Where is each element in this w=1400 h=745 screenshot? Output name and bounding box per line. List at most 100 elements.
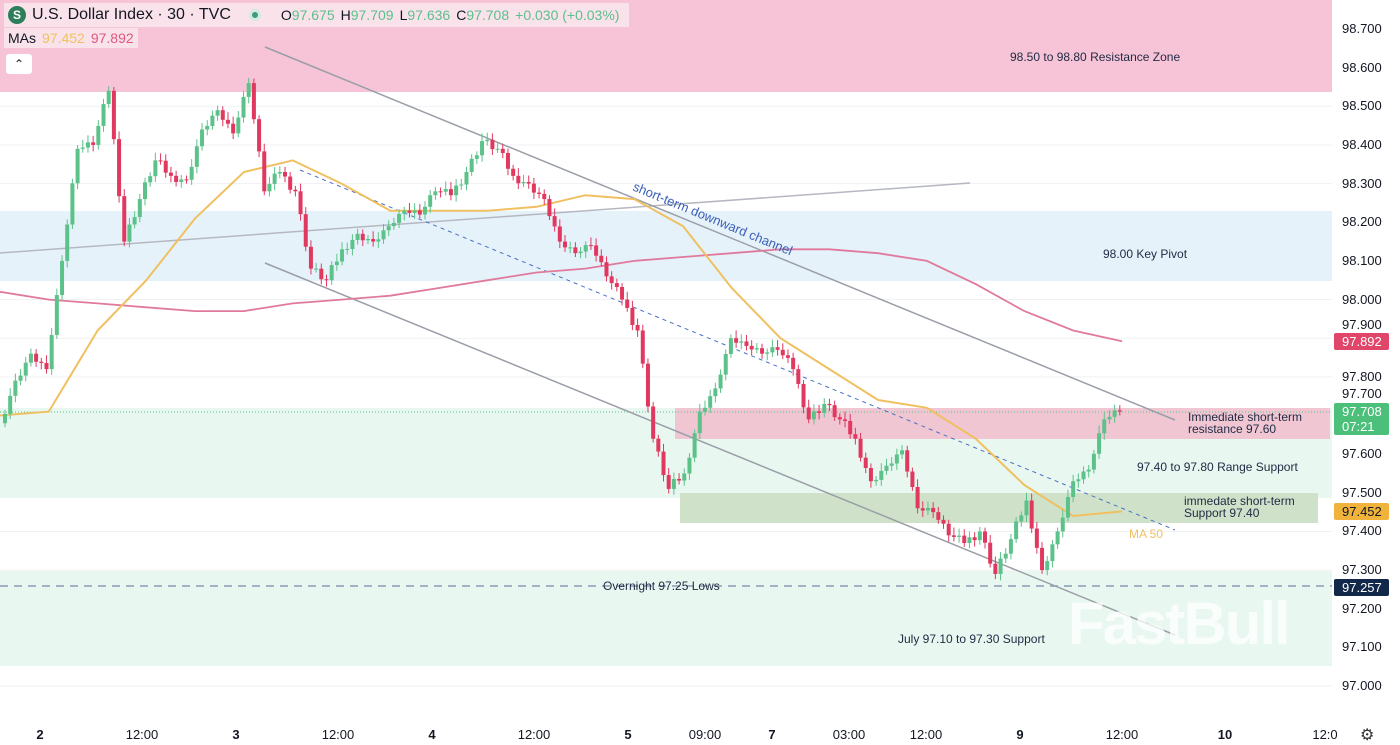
candle[interactable] [329, 265, 334, 281]
candle[interactable] [438, 191, 443, 193]
candle[interactable] [656, 438, 661, 452]
candle[interactable] [210, 115, 215, 126]
candle[interactable] [277, 172, 282, 174]
channel-mid-line[interactable] [299, 169, 1176, 531]
candle[interactable] [298, 191, 303, 215]
candle[interactable] [588, 245, 593, 247]
candle[interactable] [775, 347, 780, 350]
candle[interactable] [241, 96, 246, 118]
candle[interactable] [1045, 561, 1050, 571]
candle[interactable] [822, 403, 827, 413]
candle[interactable] [65, 224, 70, 261]
candle[interactable] [993, 563, 998, 574]
candle[interactable] [402, 210, 407, 214]
candle[interactable] [951, 535, 956, 537]
candle[interactable] [220, 110, 225, 120]
candle[interactable] [8, 395, 13, 414]
candle[interactable] [806, 407, 811, 420]
candle[interactable] [28, 353, 33, 363]
candle[interactable] [811, 411, 816, 420]
candle[interactable] [236, 117, 241, 134]
ma-legend[interactable]: MAs 97.452 97.892 [4, 28, 138, 48]
candle[interactable] [931, 507, 936, 513]
candle[interactable] [604, 262, 609, 277]
candle[interactable] [552, 216, 557, 227]
candle[interactable] [474, 155, 479, 159]
candle[interactable] [832, 405, 837, 418]
candle[interactable] [495, 148, 500, 150]
candle[interactable] [350, 239, 355, 249]
candle[interactable] [889, 463, 894, 466]
candle[interactable] [480, 141, 485, 156]
channel-upper-line[interactable] [264, 46, 1176, 421]
candle[interactable] [614, 283, 619, 287]
symbol-title[interactable]: U.S. Dollar Index · 30 · TVC [32, 6, 231, 23]
candle[interactable] [531, 183, 536, 193]
candle[interactable] [433, 191, 438, 196]
candle[interactable] [205, 125, 210, 130]
candle[interactable] [1060, 517, 1065, 532]
candle[interactable] [132, 217, 137, 225]
candle[interactable] [609, 276, 614, 284]
candle[interactable] [262, 151, 267, 192]
candle[interactable] [977, 531, 982, 541]
candle[interactable] [272, 173, 277, 184]
candle[interactable] [972, 537, 977, 541]
candle[interactable] [827, 403, 832, 406]
candle[interactable] [371, 238, 376, 242]
candle[interactable] [85, 142, 90, 148]
candle[interactable] [874, 479, 879, 482]
candle[interactable] [106, 90, 111, 105]
candle[interactable] [848, 420, 853, 435]
candle[interactable] [900, 450, 905, 455]
candle[interactable] [355, 233, 360, 240]
candle[interactable] [630, 307, 635, 325]
candle[interactable] [734, 338, 739, 343]
candle[interactable] [257, 119, 262, 152]
candle[interactable] [143, 182, 147, 200]
candle[interactable] [386, 226, 391, 231]
candle[interactable] [853, 434, 858, 439]
candle[interactable] [412, 210, 417, 213]
candle[interactable] [620, 286, 625, 300]
candle[interactable] [1107, 416, 1112, 420]
candle[interactable] [915, 487, 920, 509]
candle[interactable] [44, 363, 49, 370]
candle[interactable] [713, 388, 718, 397]
candle[interactable] [687, 457, 692, 474]
candle[interactable] [1034, 528, 1039, 548]
candle[interactable] [485, 139, 490, 142]
candle[interactable] [153, 160, 158, 177]
candle[interactable] [651, 406, 656, 439]
candle[interactable] [1014, 521, 1019, 540]
candle[interactable] [360, 233, 365, 241]
candle[interactable] [469, 158, 474, 173]
candle[interactable] [505, 153, 510, 169]
candle[interactable] [1008, 539, 1013, 554]
candle[interactable] [521, 181, 526, 184]
candle[interactable] [744, 341, 749, 346]
candle[interactable] [1081, 471, 1086, 480]
candle[interactable] [448, 189, 453, 196]
candle[interactable] [283, 172, 287, 177]
candle[interactable] [925, 507, 930, 511]
candle[interactable] [697, 411, 702, 434]
candle[interactable] [417, 210, 422, 215]
candle[interactable] [547, 199, 552, 217]
candle[interactable] [225, 119, 230, 124]
candle[interactable] [365, 238, 370, 241]
candle[interactable] [324, 279, 329, 281]
candle[interactable] [376, 239, 381, 242]
candle[interactable] [158, 160, 163, 162]
candle[interactable] [391, 222, 396, 227]
candle[interactable] [70, 183, 75, 225]
candle[interactable] [770, 347, 775, 353]
candle[interactable] [962, 535, 967, 544]
candle[interactable] [428, 195, 433, 207]
candle[interactable] [1003, 553, 1008, 559]
candle[interactable] [578, 251, 583, 254]
candle[interactable] [728, 338, 733, 354]
candle[interactable] [319, 268, 324, 280]
candle[interactable] [308, 246, 313, 269]
candle[interactable] [594, 245, 599, 256]
